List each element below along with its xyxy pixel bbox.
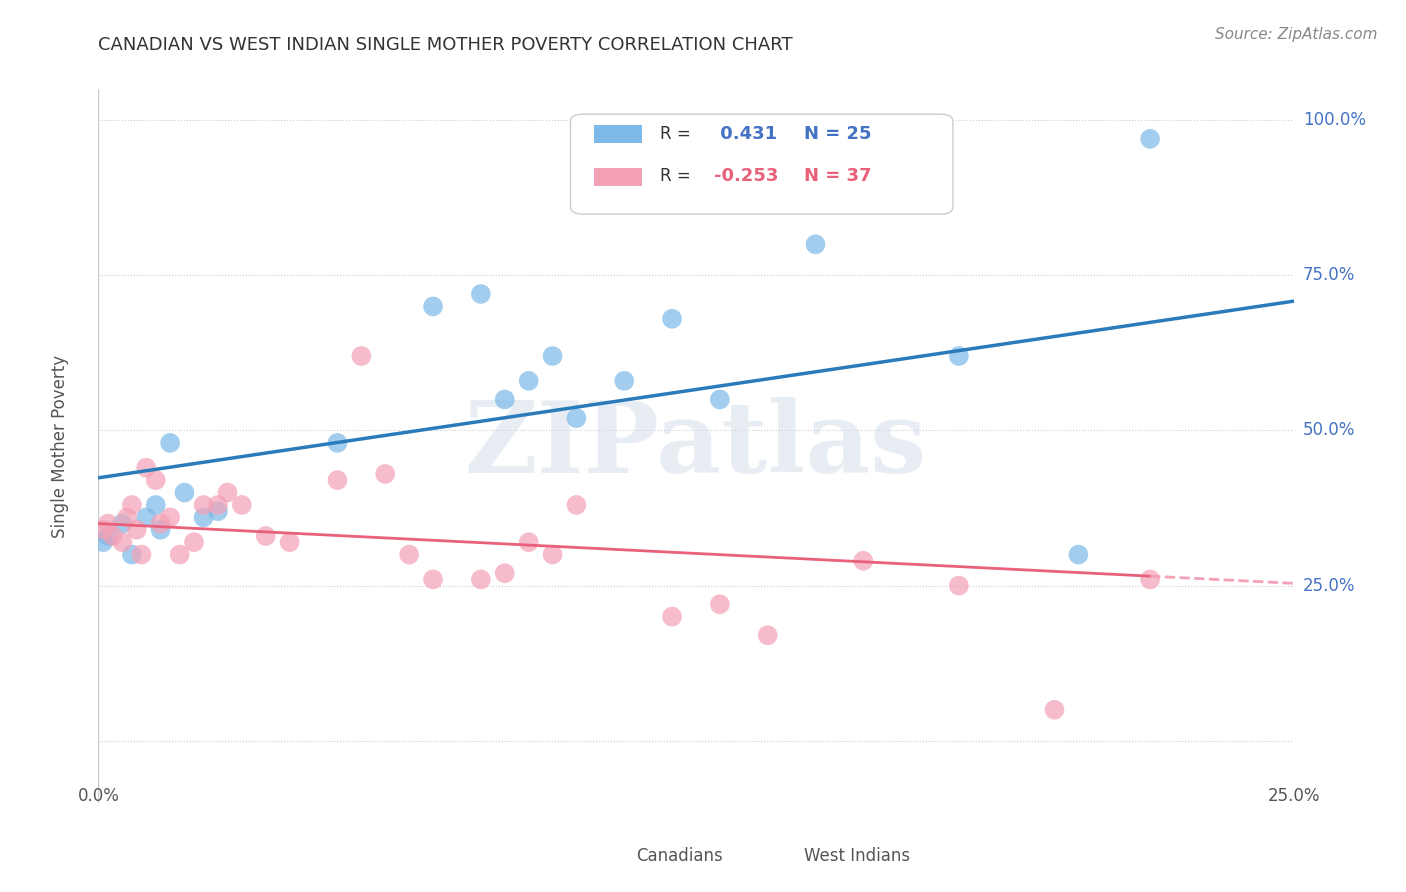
Point <box>125 523 148 537</box>
Point <box>169 548 191 562</box>
Point <box>948 579 970 593</box>
Point <box>111 516 134 531</box>
Bar <box>595 168 643 186</box>
Point <box>1043 703 1066 717</box>
Text: Source: ZipAtlas.com: Source: ZipAtlas.com <box>1215 27 1378 42</box>
Point <box>661 609 683 624</box>
Point <box>97 529 120 543</box>
Point <box>852 554 875 568</box>
Point <box>121 548 143 562</box>
Point <box>111 535 134 549</box>
Text: ZIPatlas: ZIPatlas <box>465 398 927 494</box>
Text: 0.431: 0.431 <box>714 125 778 143</box>
Point <box>326 436 349 450</box>
Point <box>115 510 138 524</box>
Point <box>1139 573 1161 587</box>
Point <box>709 392 731 407</box>
Text: 100.0%: 100.0% <box>1303 112 1367 129</box>
Text: 75.0%: 75.0% <box>1303 267 1355 285</box>
Point <box>804 237 827 252</box>
Point <box>193 510 215 524</box>
Text: Canadians: Canadians <box>636 847 723 865</box>
Point <box>948 349 970 363</box>
Point <box>565 411 588 425</box>
Point <box>135 510 157 524</box>
Text: Single Mother Poverty: Single Mother Poverty <box>51 354 69 538</box>
Text: 50.0%: 50.0% <box>1303 422 1355 440</box>
Point <box>374 467 396 481</box>
Point <box>422 573 444 587</box>
Point <box>207 498 229 512</box>
Point <box>398 548 420 562</box>
Point <box>254 529 277 543</box>
Point <box>494 392 516 407</box>
Point <box>422 299 444 313</box>
Point <box>517 535 540 549</box>
Text: CANADIAN VS WEST INDIAN SINGLE MOTHER POVERTY CORRELATION CHART: CANADIAN VS WEST INDIAN SINGLE MOTHER PO… <box>98 36 793 54</box>
Point <box>517 374 540 388</box>
Text: R =: R = <box>661 168 690 186</box>
Point <box>121 498 143 512</box>
Point <box>145 498 167 512</box>
Point <box>183 535 205 549</box>
Point <box>350 349 373 363</box>
Text: -0.253: -0.253 <box>714 168 779 186</box>
Point <box>97 516 120 531</box>
Point <box>541 548 564 562</box>
Point <box>145 473 167 487</box>
Point <box>1067 548 1090 562</box>
Point <box>565 498 588 512</box>
Point <box>470 287 492 301</box>
Point <box>231 498 253 512</box>
Point <box>661 311 683 326</box>
Point <box>149 523 172 537</box>
Bar <box>600 847 630 865</box>
Point <box>159 510 181 524</box>
Point <box>173 485 195 500</box>
Bar <box>768 847 797 865</box>
Point <box>541 349 564 363</box>
Text: West Indians: West Indians <box>804 847 910 865</box>
Text: 25.0%: 25.0% <box>1267 788 1320 805</box>
Point <box>207 504 229 518</box>
FancyBboxPatch shape <box>571 114 953 214</box>
Point <box>1139 132 1161 146</box>
Point <box>278 535 301 549</box>
Point <box>470 573 492 587</box>
Point <box>159 436 181 450</box>
Point <box>326 473 349 487</box>
Point <box>217 485 239 500</box>
Point <box>193 498 215 512</box>
Point <box>149 516 172 531</box>
Point <box>131 548 153 562</box>
Bar <box>595 125 643 143</box>
Text: 25.0%: 25.0% <box>1303 576 1355 595</box>
Text: R =: R = <box>661 125 690 143</box>
Point <box>101 529 124 543</box>
Point <box>709 597 731 611</box>
Text: N = 37: N = 37 <box>804 168 872 186</box>
Text: 0.0%: 0.0% <box>77 788 120 805</box>
Point <box>613 374 636 388</box>
Point <box>91 523 114 537</box>
Point <box>756 628 779 642</box>
Text: N = 25: N = 25 <box>804 125 872 143</box>
Point <box>135 460 157 475</box>
Point <box>91 535 114 549</box>
Point <box>494 566 516 581</box>
